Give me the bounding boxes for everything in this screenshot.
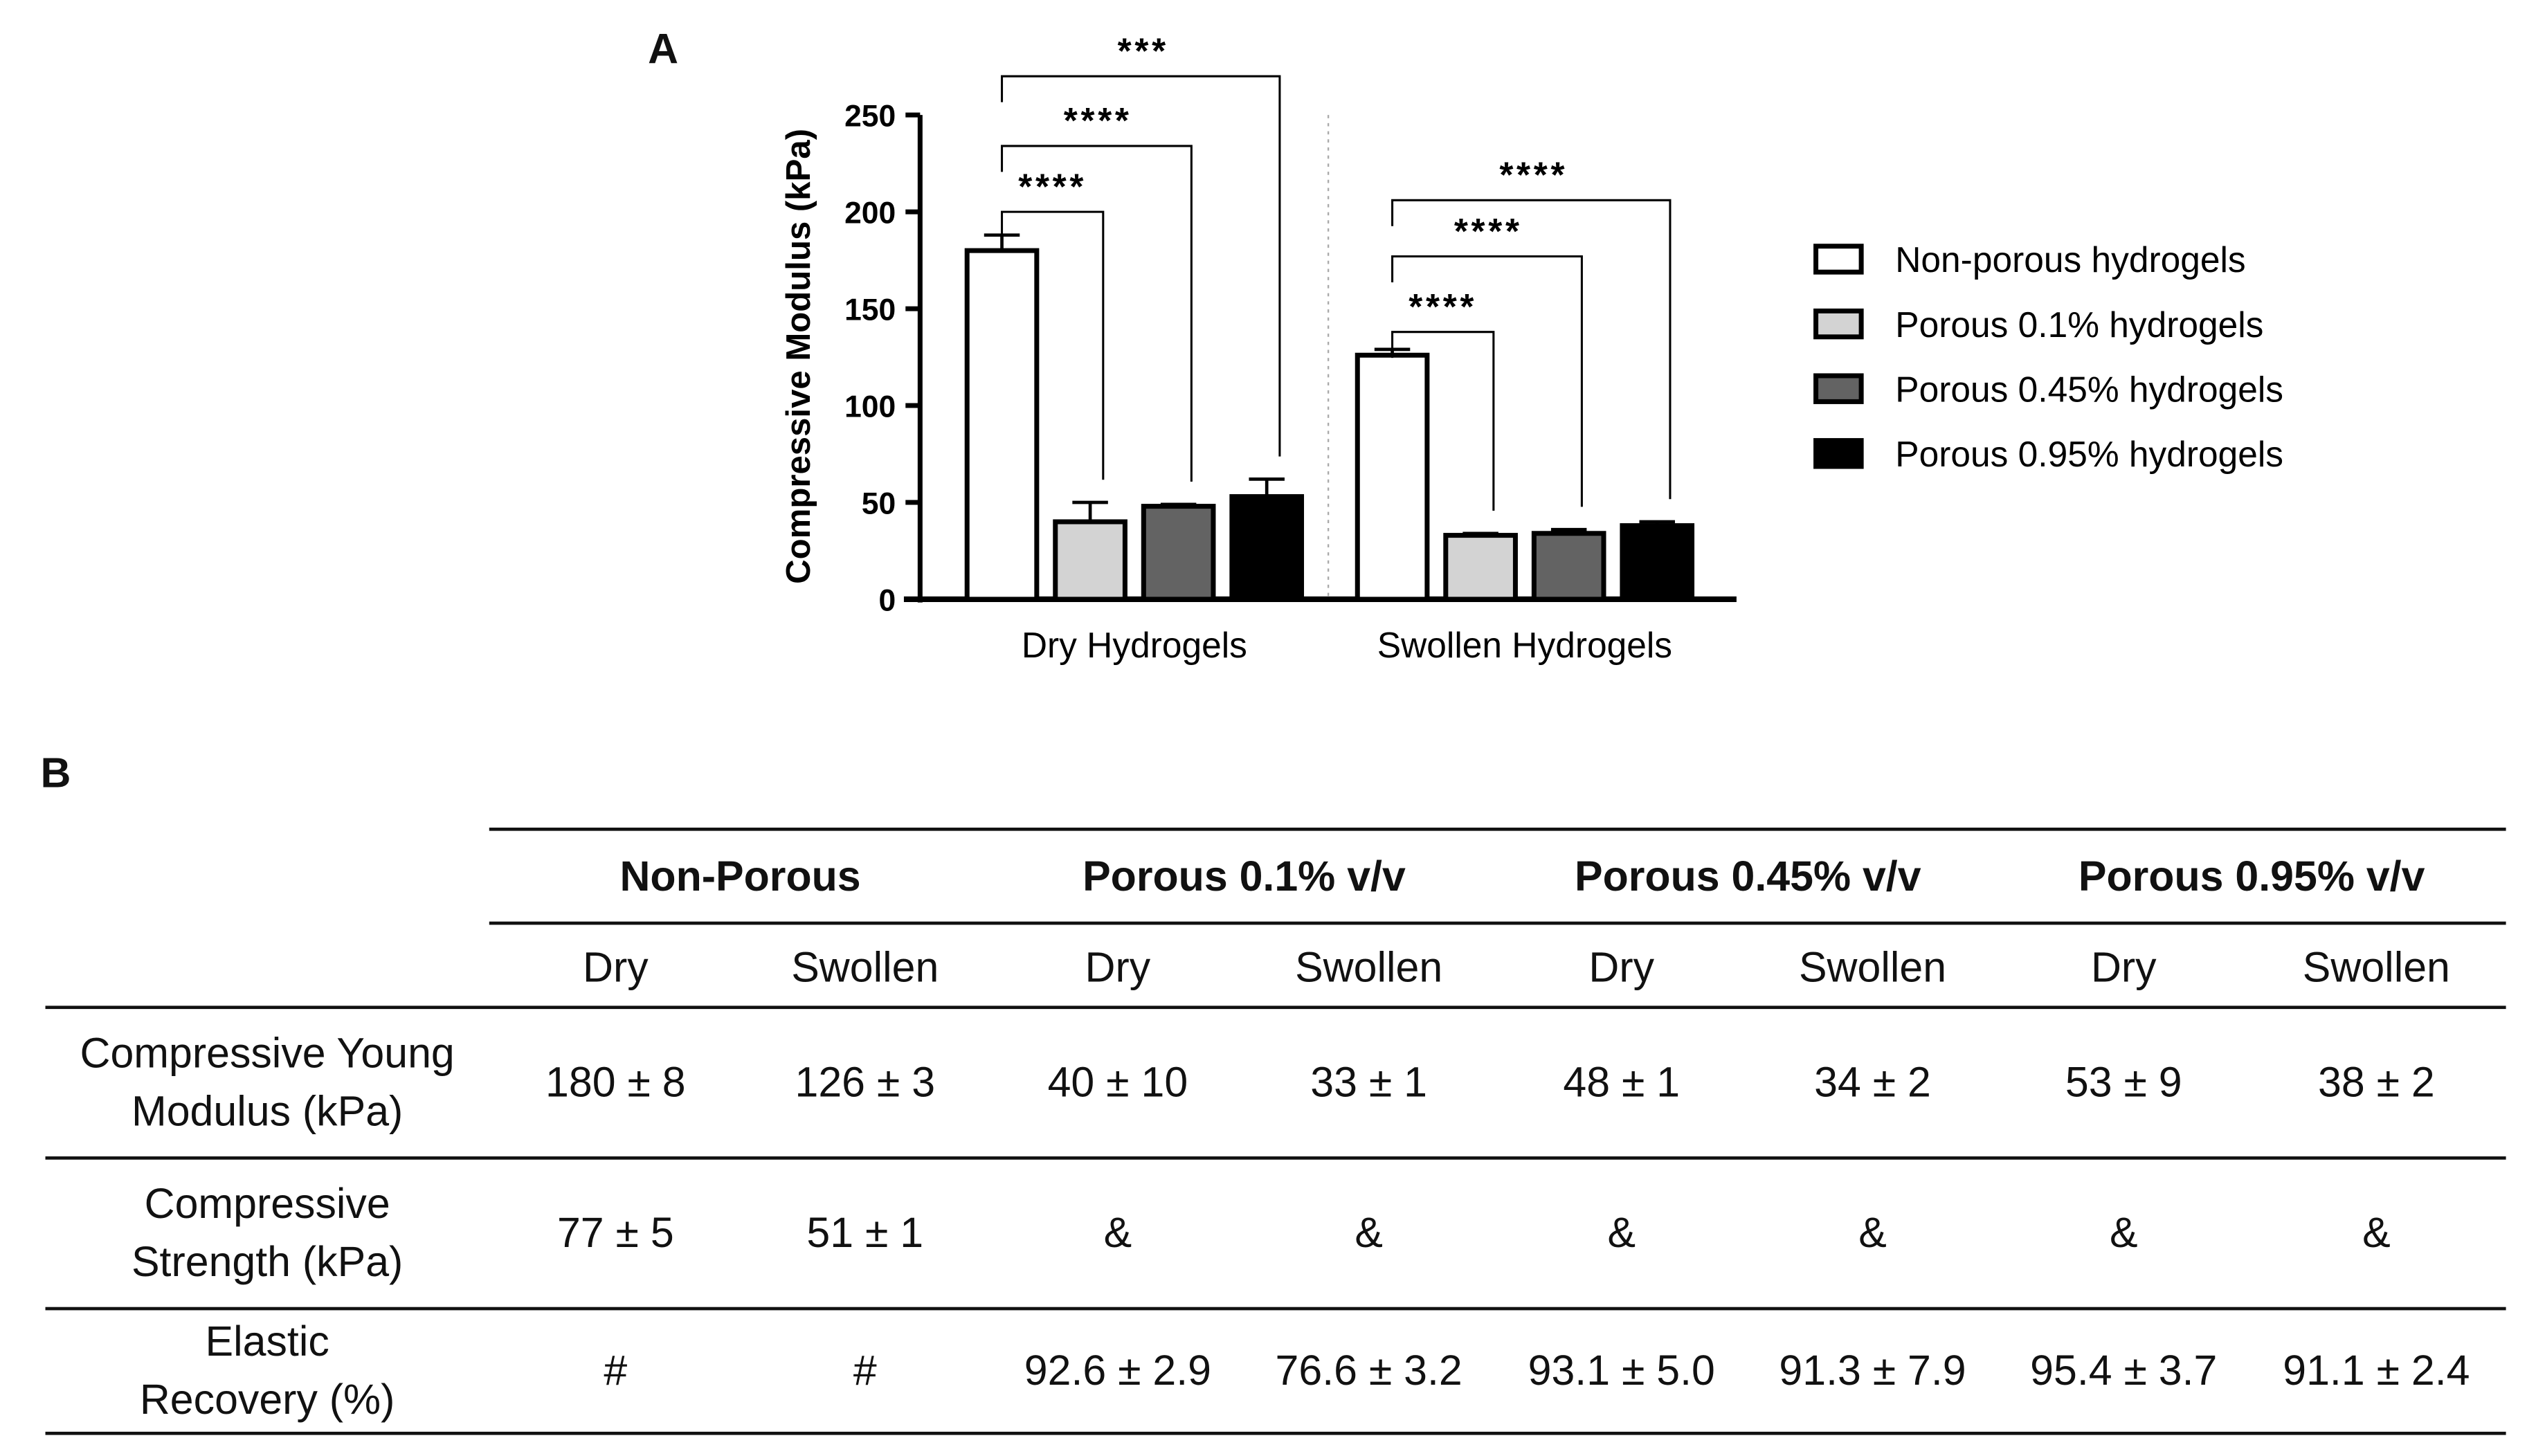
significance-label: **** [1409,286,1477,327]
panel-label-b: B [40,748,71,797]
table-cell: 34 ± 2 [1814,1057,1931,1107]
table-cell: 33 ± 1 [1310,1057,1428,1107]
table-cell: 92.6 ± 2.9 [1024,1345,1211,1395]
bar-chart: 0 50 100 150 200 250 Compressive Modulus (kPa)… [780,30,2283,665]
y-tick-label: 100 [844,390,896,424]
y-axis-label: Compressive Modulus (kPa) [780,129,817,584]
significance-label: *** [1118,30,1169,71]
table-cell: # [604,1345,628,1395]
column-subheader: Dry [2090,943,2157,992]
column-group-header: Non-Porous [619,852,861,901]
significance-label: **** [1064,100,1132,140]
significance-label: **** [1499,155,1568,195]
table-rule [45,1005,2506,1010]
table-cell: 40 ± 10 [1047,1057,1188,1107]
row-label-line: Strength (kPa) [131,1237,404,1286]
row-label: Elastic Recovery (%) [41,1312,494,1429]
significance-bracket [1001,145,1193,482]
table-cell: 51 ± 1 [806,1208,924,1257]
significance-bracket [1001,75,1281,457]
table-cell: 95.4 ± 3.7 [2030,1345,2218,1395]
table-cell: 38 ± 2 [2317,1057,2435,1107]
y-tick-label: 150 [844,293,896,327]
column-group-header: Porous 0.95% v/v [2078,852,2425,901]
bar [1229,494,1305,602]
table-cell: 126 ± 3 [795,1057,936,1107]
significance-bracket [1391,255,1583,507]
y-tick-label: 50 [862,486,896,520]
bar [1053,519,1127,602]
legend-label: Porous 0.1% hydrogels [1895,304,2263,345]
table-cell: & [1103,1208,1132,1257]
column-subheader: Dry [1588,943,1655,992]
row-label-line: Recovery (%) [139,1374,395,1424]
row-label-line: Compressive Young [80,1028,455,1077]
table-rule [489,827,2506,831]
table-cell: 93.1 ± 5.0 [1528,1345,1715,1395]
row-label: Compressive Strength (kPa) [41,1174,494,1291]
table-cell: 48 ± 1 [1563,1057,1681,1107]
table-cell: & [2362,1208,2391,1257]
bar [1443,533,1518,602]
panel-label-a: A [648,24,679,73]
bar [964,248,1040,602]
table-rule [45,1307,2506,1311]
row-label: Compressive Young Modulus (kPa) [41,1023,494,1140]
legend-swatch [1813,373,1864,404]
table-rule [489,921,2506,925]
table-cell: & [1355,1208,1383,1257]
significance-label: **** [1454,211,1523,251]
table-cell: 53 ± 9 [2065,1057,2182,1107]
significance-bracket [1391,331,1495,511]
significance-bracket [1391,199,1672,500]
column-subheader: Swollen [1798,943,1947,992]
bar [1141,504,1216,602]
column-subheader: Dry [583,943,649,992]
table-cell: & [1607,1208,1636,1257]
y-tick-label: 0 [879,583,896,617]
row-label-line: Compressive [144,1179,390,1228]
table-cell: 91.1 ± 2.4 [2283,1345,2470,1395]
column-subheader: Dry [1085,943,1151,992]
legend-swatch [1813,308,1864,340]
table-rule [45,1431,2506,1435]
column-subheader: Swollen [791,943,939,992]
legend-label: Porous 0.45% hydrogels [1895,369,2283,409]
legend-swatch [1813,438,1864,469]
bar [1531,531,1606,602]
row-label-line: Elastic [205,1316,329,1365]
table-cell: 180 ± 8 [545,1057,686,1107]
column-subheader: Swollen [1295,943,1443,992]
y-tick-label: 250 [844,100,896,134]
table-cell: 77 ± 5 [556,1208,674,1257]
table-rule [45,1156,2506,1160]
bar [1620,523,1695,602]
bar [1355,352,1430,602]
table-cell: & [1858,1208,1887,1257]
table-cell: 76.6 ± 3.2 [1275,1345,1462,1395]
y-tick-label: 200 [844,197,896,230]
significance-label: **** [1018,166,1087,206]
table-cell: 91.3 ± 7.9 [1779,1345,1966,1395]
column-group-header: Porous 0.45% v/v [1574,852,1921,901]
legend-label: Non-porous hydrogels [1895,239,2245,280]
legend-label: Porous 0.95% hydrogels [1895,434,2283,474]
x-category-label: Dry Hydrogels [1022,625,1247,665]
table-cell: # [853,1345,877,1395]
legend-swatch [1813,244,1864,275]
table-cell: & [2109,1208,2138,1257]
column-subheader: Swollen [2302,943,2450,992]
row-label-line: Modulus (kPa) [132,1086,404,1136]
significance-bracket [1001,210,1105,480]
column-group-header: Porous 0.1% v/v [1083,852,1406,901]
x-category-label: Swollen Hydrogels [1377,625,1672,665]
